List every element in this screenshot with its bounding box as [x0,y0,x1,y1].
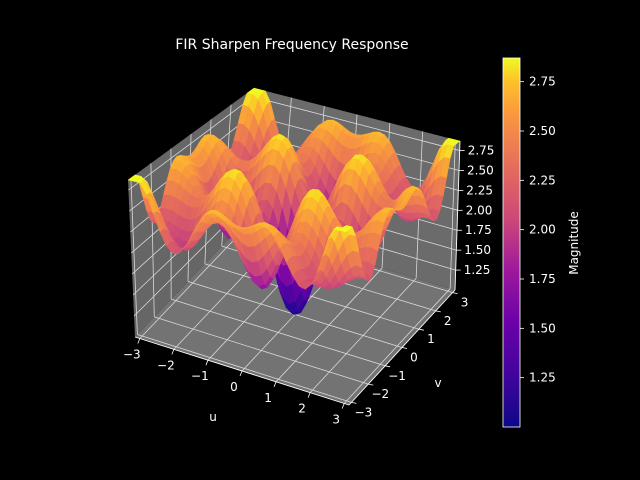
grid-line [150,163,155,317]
x-tick-mark [239,370,243,377]
grid-line [154,316,369,385]
colorbar-tick-label: 1.75 [529,272,556,286]
x-tick-label: 3 [332,413,340,427]
y-tick-label: 0 [410,351,418,365]
x-tick-mark [307,392,311,398]
x-tick-mark [171,349,175,355]
y-tick-label: −2 [371,387,389,401]
y-axis-label: v [434,376,441,390]
colorbar-label: Magnitude [567,211,581,275]
y-tick-mark [452,292,458,294]
z-tick-label: 2.00 [466,203,493,217]
y-tick-mark [351,402,357,404]
y-tick-mark [368,383,374,386]
colorbar-tick-label: 2.50 [529,124,556,138]
z-tick-label: 2.25 [466,183,493,197]
x-tick-mark [341,403,345,409]
floor-pane [135,226,455,405]
grid-line [171,298,386,367]
y-tick-label: 1 [427,332,435,346]
x-tick-label: 1 [264,391,272,405]
colorbar-tick-label: 2.75 [529,75,556,89]
x-axis-label: u [209,410,217,424]
z-tick-label: 1.50 [464,243,491,257]
x-tick-label: −1 [191,369,209,383]
y-tick-label: 3 [461,296,469,310]
x-tick-mark [205,360,209,366]
x-tick-label: −2 [157,358,175,372]
colorbar-tick-label: 1.50 [529,321,556,335]
y-tick-mark [385,365,391,368]
z-axis-line [454,140,461,291]
chart-title: FIR Sharpen Frequency Response [175,37,408,53]
grid-line [137,334,352,403]
axis-ticks: −3−2−10123−3−2−101231.251.501.752.002.25… [123,144,494,427]
grid-line [130,177,138,335]
z-tick-label: 2.50 [467,164,494,178]
y-tick-label: −3 [355,405,373,419]
colorbar-tick-label: 2.00 [529,223,556,237]
surface-plot [127,87,461,315]
y-tick-label: 2 [444,314,452,328]
y-tick-mark [401,347,408,349]
z-tick-label: 1.25 [464,263,491,277]
y-tick-mark [435,310,441,313]
x-tick-label: −3 [123,348,141,362]
colorbar-gradient [502,57,521,428]
x-tick-mark [273,381,277,387]
z-tick-label: 1.75 [465,223,492,237]
y-tick-mark [418,328,424,331]
surface-patch [339,227,350,233]
grid-line [128,96,254,191]
x-tick-label: 2 [298,402,306,416]
colorbar-tick-label: 2.25 [529,173,556,187]
z-tick-label: 2.75 [468,144,495,158]
colorbar: 1.25 1.50 1.75 2.00 2.25 2.50 2.75 [502,57,556,428]
colorbar-tick-label: 1.25 [529,371,556,385]
x-tick-label: 0 [230,380,238,394]
x-tick-mark [137,338,141,344]
grid-line [449,139,456,289]
y-tick-label: −1 [388,369,406,383]
grid-line [204,263,419,330]
grid-line [253,96,460,151]
